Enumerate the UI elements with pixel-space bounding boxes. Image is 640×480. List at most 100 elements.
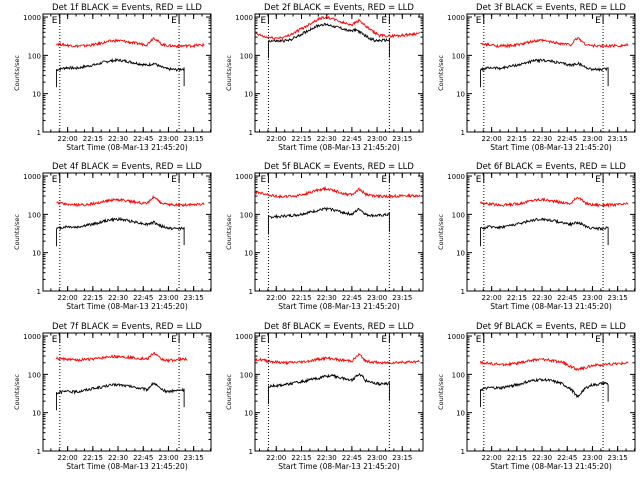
y-tick-label: 10 [32,410,41,418]
y-tick-label: 1000 [447,333,465,341]
series-events-line [267,206,390,235]
x-tick-label: 22:15 [291,454,311,462]
y-tick-label: 100 [452,52,465,60]
y-axis-label: Counts/sec [437,55,445,91]
plot-frame [466,172,636,292]
marker-label-e: E [260,335,266,345]
y-tick-label: 10 [456,410,465,418]
x-axis-label: Start Time (08-Mar-13 21:45:20) [278,143,400,152]
panel-title: Det 3f BLACK = Events, RED = LLD [476,3,626,13]
y-tick-label: 10 [244,250,253,258]
x-tick-label: 22:15 [507,454,527,462]
panel-det1f: Det 1f BLACK = Events, RED = LLD 1 10 100 10… [13,3,212,152]
x-tick-label: 23:15 [608,294,628,302]
x-tick-label: 23:00 [158,294,178,302]
marker-label-e: E [476,335,482,345]
x-axis-label: Start Time (08-Mar-13 21:45:20) [66,462,188,471]
series-events-line [55,216,185,247]
series-lld-line [56,194,205,208]
y-tick-label: 10 [244,410,253,418]
y-tick-label: 10 [456,250,465,258]
x-tick-label: 23:15 [608,454,628,462]
series-lld-line [56,36,205,49]
x-tick-label: 22:30 [108,454,128,462]
x-tick-label: 22:00 [58,135,78,143]
series-lld-line [254,185,421,199]
panel-title: Det 9f BLACK = Events, RED = LLD [476,322,626,332]
y-tick-label: 1000 [235,173,253,181]
x-tick-label: 22:30 [108,294,128,302]
y-tick-label: 1 [249,288,253,296]
panel-title: Det 2f BLACK = Events, RED = LLD [264,3,414,13]
y-tick-label: 1000 [23,173,41,181]
y-axis-label: Counts/sec [225,214,233,250]
y-axis-label: Counts/sec [13,374,21,410]
x-tick-label: 22:30 [532,454,552,462]
x-tick-label: 22:30 [532,135,552,143]
y-tick-label: 100 [240,211,253,219]
y-tick-label: 1000 [447,14,465,22]
x-tick-label: 22:30 [317,294,337,302]
x-tick-label: 22:30 [317,135,337,143]
x-axis-label: Start Time (08-Mar-13 21:45:20) [490,302,612,311]
y-axis-label: Counts/sec [437,374,445,410]
plot-frame [42,172,212,292]
x-tick-label: 22:15 [83,294,103,302]
x-tick-label: 23:00 [158,135,178,143]
x-tick-label: 23:15 [392,454,412,462]
marker-label-e: E [595,335,601,345]
y-axis-label: Counts/sec [225,374,233,410]
series-lld-line [254,352,420,366]
marker-label-e: E [381,16,387,26]
y-tick-label: 100 [240,52,253,60]
marker-label-e: E [595,16,601,26]
x-axis-label: Start Time (08-Mar-13 21:45:20) [278,302,400,311]
y-tick-label: 1 [37,448,41,456]
x-tick-label: 23:00 [158,454,178,462]
x-tick-label: 22:15 [291,294,311,302]
y-tick-label: 100 [240,371,253,379]
x-tick-label: 23:00 [582,294,602,302]
marker-label-e: E [260,175,266,185]
y-tick-label: 10 [32,91,41,99]
panel-det8f: Det 8f BLACK = Events, RED = LLD 1 10 100 10… [225,322,424,471]
x-tick-label: 22:15 [291,135,311,143]
y-axis-label: Counts/sec [437,214,445,250]
marker-label-e: E [595,175,601,185]
series-events-line [55,57,185,88]
x-tick-label: 22:30 [108,135,128,143]
y-tick-label: 1000 [23,14,41,22]
marker-label-e: E [52,16,58,26]
x-tick-label: 22:00 [266,135,286,143]
y-tick-label: 10 [32,250,41,258]
y-tick-label: 100 [28,371,41,379]
x-tick-label: 22:45 [342,294,362,302]
x-tick-label: 22:00 [58,454,78,462]
plot-frame [466,332,636,452]
y-tick-label: 1000 [235,333,253,341]
y-tick-label: 1000 [235,14,253,22]
x-tick-label: 22:00 [482,135,502,143]
y-tick-label: 1 [461,288,465,296]
x-tick-label: 23:15 [608,135,628,143]
x-tick-label: 23:00 [367,294,387,302]
y-tick-label: 100 [452,211,465,219]
y-tick-label: 1000 [23,333,41,341]
y-tick-label: 1 [461,448,465,456]
x-tick-label: 23:15 [184,135,204,143]
x-tick-label: 22:00 [482,454,502,462]
marker-label-e: E [476,175,482,185]
marker-label-e: E [171,335,177,345]
x-tick-label: 22:45 [342,135,362,143]
marker-label-e: E [260,16,266,26]
plot-frame [42,13,212,133]
panel-det9f: Det 9f BLACK = Events, RED = LLD 1 10 100 10… [437,322,636,471]
series-events-line [479,217,609,247]
y-tick-label: 10 [244,91,253,99]
y-tick-label: 1 [37,129,41,137]
panel-title: Det 4f BLACK = Events, RED = LLD [52,162,202,172]
x-tick-label: 22:45 [342,454,362,462]
x-tick-label: 22:45 [133,294,153,302]
y-tick-label: 1 [461,129,465,137]
